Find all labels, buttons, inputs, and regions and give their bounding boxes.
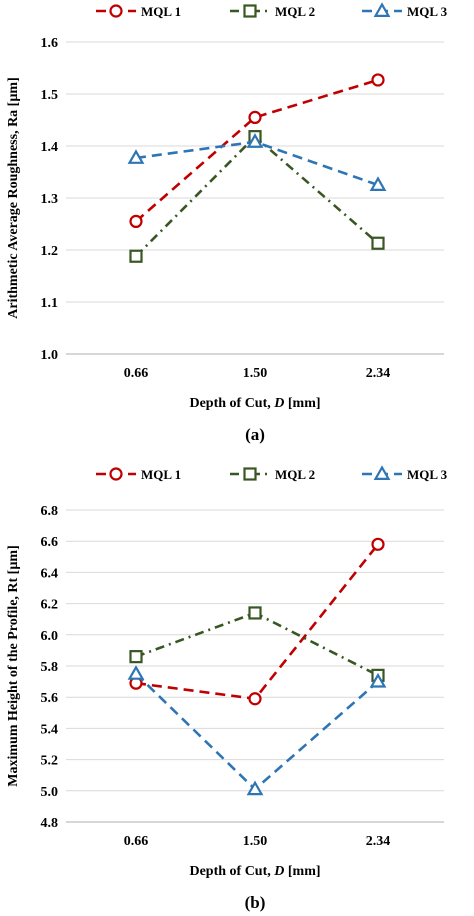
a-legend-marker — [243, 4, 257, 18]
a-series-line-mql3 — [135, 140, 379, 187]
b-legend-marker — [109, 467, 123, 481]
b-data-point-mql3 — [369, 672, 387, 688]
b-y-tick-label: 5.2 — [41, 754, 59, 769]
b-x-axis-title-prefix: Depth of Cut, — [189, 864, 274, 879]
b-y-tick-label: 6.6 — [41, 535, 59, 550]
a-y-tick-label: 1.1 — [41, 296, 59, 311]
b-caption: (b) — [245, 893, 266, 912]
a-series-line-mql2 — [135, 134, 379, 258]
a-legend-label: MQL 3 — [407, 4, 448, 19]
a-data-point-mql1 — [129, 214, 143, 228]
a-x-axis-title-prefix: Depth of Cut, — [189, 396, 274, 411]
a-data-point-mql1 — [248, 110, 262, 125]
b-y-tick-label: 5.8 — [41, 660, 59, 675]
b-data-point-mql3 — [246, 780, 264, 796]
b-series-line-mql1 — [135, 543, 380, 701]
b-x-tick-label: 1.50 — [243, 834, 268, 849]
a-x-axis-title-var: D — [273, 396, 284, 411]
b-data-point-mql2 — [248, 606, 262, 620]
a-data-point-mql2 — [129, 249, 143, 263]
b-legend-marker — [243, 467, 257, 481]
b-y-tick-label: 6.0 — [41, 629, 59, 644]
a-legend-label: MQL 1 — [141, 4, 181, 19]
a-data-point-mql1 — [371, 73, 385, 87]
a-series-line-mql1 — [135, 78, 379, 223]
b-data-point-mql2 — [129, 650, 143, 664]
b-y-tick-label: 5.0 — [41, 785, 59, 800]
b-legend-label: MQL 3 — [407, 467, 448, 482]
b-x-axis-title-suffix: [mm] — [284, 864, 320, 879]
b-data-point-mql1 — [371, 537, 385, 551]
a-y-tick-label: 1.0 — [41, 348, 59, 363]
b-y-axis-title: Maximum Height of the Profile, Rt [µm] — [6, 545, 21, 786]
b-y-tick-label: 6.2 — [41, 598, 59, 613]
a-x-axis-title: Depth of Cut, D [mm] — [189, 396, 320, 411]
a-x-axis-title-suffix: [mm] — [284, 396, 320, 411]
chart-a: 1.0 1.1 1.2 1.3 1.4 1.5 1.6 0.66 1.50 2.34 Depth o… — [6, 2, 448, 444]
b-x-tick-label: 0.66 — [124, 834, 149, 849]
a-y-tick-label: 1.4 — [41, 140, 59, 155]
a-data-point-mql3 — [127, 149, 145, 164]
a-legend-marker — [373, 2, 391, 17]
b-series-line-mql3 — [135, 672, 379, 792]
a-y-tick-label: 1.3 — [41, 192, 59, 207]
chart-b: 4.8 5.0 5.2 5.4 5.6 5.8 6.0 6.2 6.4 6.6 6.8 0.66 1.5… — [6, 465, 448, 912]
a-legend-label: MQL 2 — [275, 4, 315, 19]
a-data-point-mql3 — [246, 133, 264, 148]
a-y-tick-label: 1.2 — [41, 244, 59, 259]
b-legend-label: MQL 2 — [275, 467, 315, 482]
a-x-tick-label: 2.34 — [366, 366, 391, 381]
a-y-axis-title: Arithmetic Average Roughness, Ra [µm] — [6, 77, 21, 319]
b-data-point-mql3 — [127, 665, 145, 680]
a-caption: (a) — [245, 425, 265, 444]
b-y-tick-label: 5.6 — [41, 691, 59, 706]
b-y-tick-label: 5.4 — [41, 722, 59, 737]
b-data-point-mql1 — [248, 692, 262, 706]
a-y-tick-label: 1.6 — [41, 36, 59, 51]
a-data-point-mql3 — [369, 176, 387, 191]
b-x-tick-label: 2.34 — [366, 834, 391, 849]
b-y-tick-label: 6.8 — [41, 504, 59, 519]
b-y-tick-label: 6.4 — [41, 566, 59, 581]
a-x-tick-label: 1.50 — [243, 366, 268, 381]
a-data-point-mql2 — [371, 236, 385, 250]
b-y-tick-label: 4.8 — [41, 816, 59, 831]
a-legend-marker — [109, 4, 123, 18]
b-legend-marker — [373, 465, 391, 480]
b-x-axis-title: Depth of Cut, D [mm] — [189, 864, 320, 879]
a-y-tick-label: 1.5 — [41, 88, 59, 103]
a-x-tick-label: 0.66 — [124, 366, 149, 381]
b-x-axis-title-var: D — [273, 864, 284, 879]
b-legend-label: MQL 1 — [141, 467, 181, 482]
